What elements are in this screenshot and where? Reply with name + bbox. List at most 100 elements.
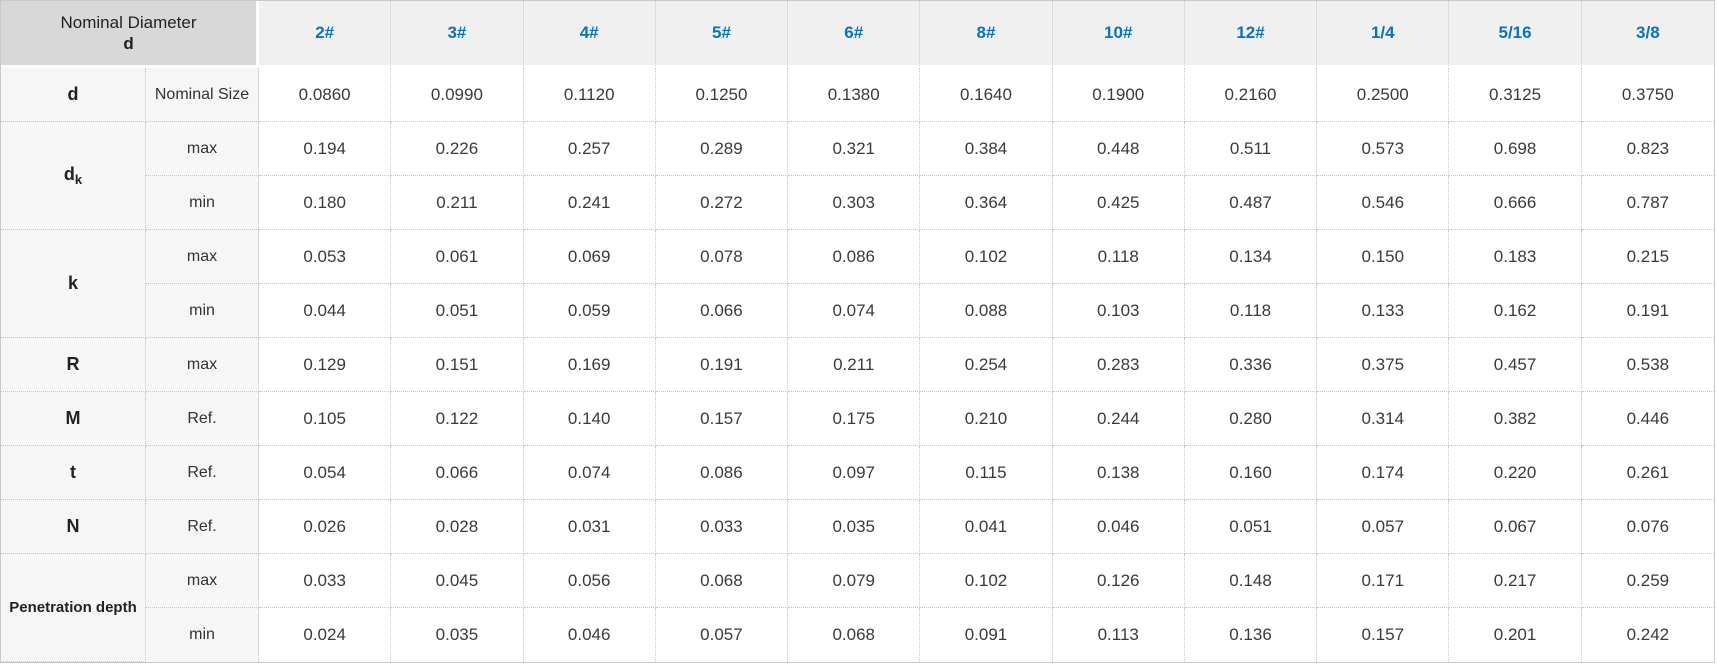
data-cell: 0.138 (1052, 446, 1185, 500)
data-cell: 0.134 (1184, 230, 1318, 284)
row-label-penetration-depth: Penetration depth (1, 554, 146, 662)
row-qualifier: Ref. (146, 392, 260, 446)
data-cell: 0.118 (1184, 284, 1318, 338)
table-row-d-nominal-size: d Nominal Size 0.0860 0.0990 0.1120 0.1250 0.1… (1, 68, 1714, 122)
data-cell: 0.068 (655, 554, 789, 608)
row-qualifier: max (146, 554, 260, 608)
data-cell: 0.076 (1581, 500, 1714, 554)
table-row-penetration-depth-min: min 0.024 0.035 0.046 0.057 0.068 0.091 0.113 0.… (1, 608, 1714, 662)
row-qualifier: min (146, 176, 260, 230)
data-cell: 0.056 (523, 554, 656, 608)
data-cell: 0.086 (788, 230, 921, 284)
data-cell: 0.210 (920, 392, 1053, 446)
column-header-12: 12# (1184, 1, 1318, 68)
data-cell: 0.074 (788, 284, 921, 338)
column-header-8: 8# (920, 1, 1053, 68)
data-cell: 0.283 (1052, 338, 1185, 392)
data-cell: 0.086 (655, 446, 789, 500)
data-cell: 0.314 (1317, 392, 1450, 446)
data-cell: 0.698 (1449, 122, 1582, 176)
data-cell: 0.538 (1581, 338, 1714, 392)
row-qualifier: Ref. (146, 446, 260, 500)
data-cell: 0.051 (391, 284, 524, 338)
data-cell: 0.1640 (920, 68, 1053, 122)
data-cell: 0.033 (259, 554, 392, 608)
data-cell: 0.068 (788, 608, 921, 662)
data-cell: 0.666 (1449, 176, 1582, 230)
data-cell: 0.169 (523, 338, 656, 392)
data-cell: 0.787 (1581, 176, 1714, 230)
data-cell: 0.211 (788, 338, 921, 392)
row-qualifier: max (146, 338, 260, 392)
data-cell: 0.069 (523, 230, 656, 284)
table-row-n-ref: N Ref. 0.026 0.028 0.031 0.033 0.035 0.041 0.046… (1, 500, 1714, 554)
data-cell: 0.457 (1449, 338, 1582, 392)
row-label-dk: dk (1, 122, 146, 230)
data-cell: 0.175 (788, 392, 921, 446)
table-row-dk-min: min 0.180 0.211 0.241 0.272 0.303 0.364 0.425 0.… (1, 176, 1714, 230)
data-cell: 0.573 (1317, 122, 1450, 176)
data-cell: 0.171 (1317, 554, 1450, 608)
column-header-10: 10# (1052, 1, 1185, 68)
column-header-5-16: 5/16 (1449, 1, 1582, 68)
data-cell: 0.191 (1581, 284, 1714, 338)
data-cell: 0.446 (1581, 392, 1714, 446)
data-cell: 0.057 (1317, 500, 1450, 554)
data-cell: 0.321 (788, 122, 921, 176)
data-cell: 0.242 (1581, 608, 1714, 662)
data-cell: 0.217 (1449, 554, 1582, 608)
data-cell: 0.1250 (655, 68, 789, 122)
data-cell: 0.487 (1184, 176, 1318, 230)
data-cell: 0.425 (1052, 176, 1185, 230)
data-cell: 0.226 (391, 122, 524, 176)
data-cell: 0.091 (920, 608, 1053, 662)
data-cell: 0.1120 (523, 68, 656, 122)
data-cell: 0.035 (788, 500, 921, 554)
data-cell: 0.183 (1449, 230, 1582, 284)
row-qualifier: min (146, 284, 260, 338)
column-header-3: 3# (391, 1, 524, 68)
row-label-subscript: k (74, 172, 83, 187)
row-qualifier: Ref. (146, 500, 260, 554)
row-label-m: M (1, 392, 146, 446)
table-row-dk-max: dk max 0.194 0.226 0.257 0.289 0.321 0.384 0.448… (1, 122, 1714, 230)
data-cell: 0.067 (1449, 500, 1582, 554)
data-cell: 0.220 (1449, 446, 1582, 500)
data-cell: 0.160 (1184, 446, 1318, 500)
column-header-3-8: 3/8 (1581, 1, 1714, 68)
row-qualifier: Nominal Size (146, 68, 260, 122)
data-cell: 0.261 (1581, 446, 1714, 500)
data-cell: 0.211 (391, 176, 524, 230)
column-header-6: 6# (788, 1, 921, 68)
data-cell: 0.257 (523, 122, 656, 176)
data-cell: 0.157 (1317, 608, 1450, 662)
row-label-r: R (1, 338, 146, 392)
data-cell: 0.118 (1052, 230, 1185, 284)
table-row-m-ref: M Ref. 0.105 0.122 0.140 0.157 0.175 0.210 0.244… (1, 392, 1714, 446)
data-cell: 0.289 (655, 122, 789, 176)
table-row-k-max: k max 0.053 0.061 0.069 0.078 0.086 0.102 0.118 0… (1, 230, 1714, 338)
data-cell: 0.0860 (259, 68, 392, 122)
data-cell: 0.511 (1184, 122, 1318, 176)
data-cell: 0.031 (523, 500, 656, 554)
table-row-t-ref: t Ref. 0.054 0.066 0.074 0.086 0.097 0.115 0.138… (1, 446, 1714, 500)
table-row-penetration-depth-max: Penetration depth max 0.033 0.045 0.056 0.068… (1, 554, 1714, 662)
data-cell: 0.129 (259, 338, 392, 392)
data-cell: 0.088 (920, 284, 1053, 338)
row-label-d: d (1, 68, 146, 122)
data-cell: 0.057 (655, 608, 789, 662)
data-cell: 0.0990 (391, 68, 524, 122)
data-cell: 0.2160 (1184, 68, 1318, 122)
data-cell: 0.364 (920, 176, 1053, 230)
data-cell: 0.280 (1184, 392, 1318, 446)
data-cell: 0.157 (655, 392, 789, 446)
data-cell: 0.102 (920, 554, 1053, 608)
data-cell: 0.103 (1052, 284, 1185, 338)
data-cell: 0.448 (1052, 122, 1185, 176)
data-cell: 0.126 (1052, 554, 1185, 608)
data-cell: 0.033 (655, 500, 789, 554)
data-cell: 0.024 (259, 608, 392, 662)
column-header-1-4: 1/4 (1317, 1, 1450, 68)
data-cell: 0.028 (391, 500, 524, 554)
